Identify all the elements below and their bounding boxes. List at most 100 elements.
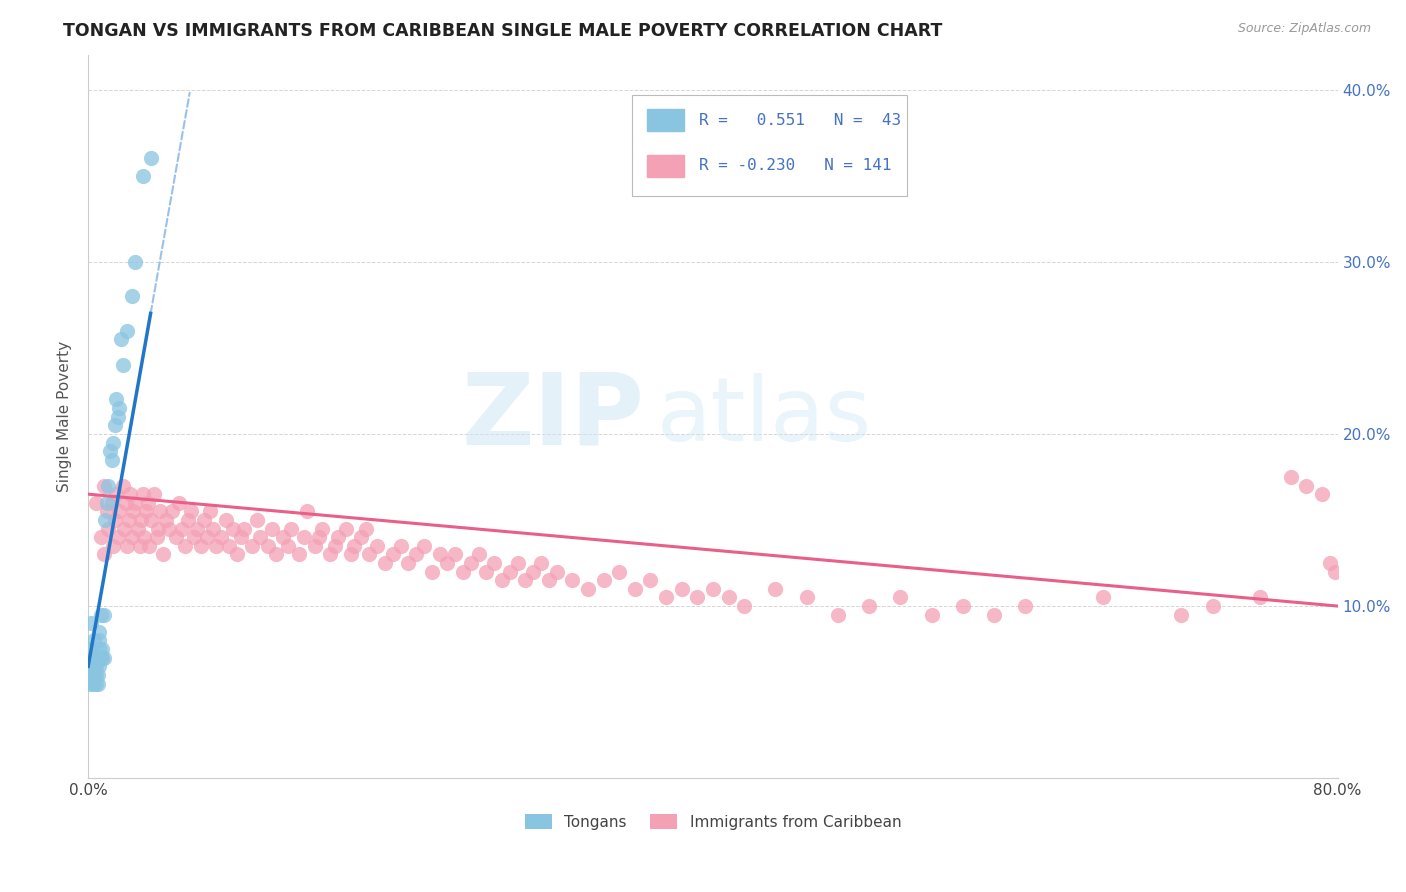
Point [91, 642, 114, 657]
Point [139, 513, 162, 527]
Point [522, 565, 544, 579]
Point [136, 496, 159, 510]
Point [506, 556, 529, 570]
Point [198, 504, 221, 518]
Point [93, 478, 115, 492]
Point [389, 539, 412, 553]
Point [354, 522, 377, 536]
Point [311, 522, 333, 536]
Point [592, 573, 614, 587]
Point [218, 539, 240, 553]
Point [827, 607, 849, 622]
Point [90, 650, 112, 665]
Point [127, 522, 149, 536]
Point [132, 487, 155, 501]
Point [124, 254, 146, 268]
Point [1323, 565, 1346, 579]
Point [93, 650, 115, 665]
Point [209, 530, 232, 544]
Point [114, 496, 136, 510]
Point [1092, 591, 1115, 605]
Point [671, 582, 693, 596]
Point [111, 478, 134, 492]
Point [280, 522, 302, 536]
Point [97, 522, 120, 536]
Point [983, 607, 1005, 622]
Point [87, 659, 110, 673]
Point [101, 435, 124, 450]
Point [359, 548, 381, 562]
Point [177, 513, 200, 527]
Point [381, 548, 404, 562]
Point [190, 539, 212, 553]
Point [319, 548, 342, 562]
Point [436, 556, 458, 570]
Point [135, 504, 157, 518]
Point [84, 496, 107, 510]
Bar [647, 155, 685, 177]
Point [1170, 607, 1192, 622]
Point [952, 599, 974, 613]
Point [111, 358, 134, 372]
Point [138, 539, 160, 553]
Point [98, 444, 121, 458]
Text: ZIP: ZIP [461, 368, 644, 466]
Point [83, 668, 105, 682]
Point [374, 556, 396, 570]
Point [112, 522, 135, 536]
Point [157, 522, 180, 536]
Point [139, 152, 162, 166]
Point [183, 530, 205, 544]
Point [763, 582, 786, 596]
Point [326, 530, 349, 544]
Point [420, 565, 443, 579]
Point [84, 659, 107, 673]
Point [104, 513, 127, 527]
Point [222, 522, 245, 536]
Point [264, 548, 287, 562]
Point [202, 522, 225, 536]
Point [149, 504, 172, 518]
Point [195, 530, 218, 544]
Point [796, 591, 818, 605]
Point [180, 504, 202, 518]
Point [90, 607, 112, 622]
Point [142, 487, 165, 501]
Point [396, 556, 419, 570]
Point [167, 496, 190, 510]
Point [120, 487, 142, 501]
Point [90, 530, 112, 544]
Point [515, 573, 537, 587]
Point [733, 599, 755, 613]
Point [295, 504, 318, 518]
Point [576, 582, 599, 596]
Point [115, 324, 138, 338]
Point [122, 504, 145, 518]
Point [277, 539, 299, 553]
Point [121, 289, 143, 303]
Text: atlas: atlas [657, 373, 872, 460]
Point [128, 539, 150, 553]
Point [129, 513, 152, 527]
Point [193, 513, 215, 527]
Point [1319, 556, 1341, 570]
Point [107, 530, 129, 544]
Point [530, 556, 553, 570]
Point [87, 624, 110, 639]
Point [205, 539, 228, 553]
Point [80, 642, 103, 657]
Point [82, 668, 104, 682]
Point [148, 522, 170, 536]
Point [308, 530, 330, 544]
Point [84, 676, 107, 690]
Point [640, 573, 662, 587]
Point [108, 401, 131, 415]
Point [249, 530, 271, 544]
Point [93, 548, 115, 562]
Point [1014, 599, 1036, 613]
Point [304, 539, 326, 553]
Point [121, 530, 143, 544]
Point [537, 573, 560, 587]
Point [546, 565, 568, 579]
Point [162, 504, 184, 518]
